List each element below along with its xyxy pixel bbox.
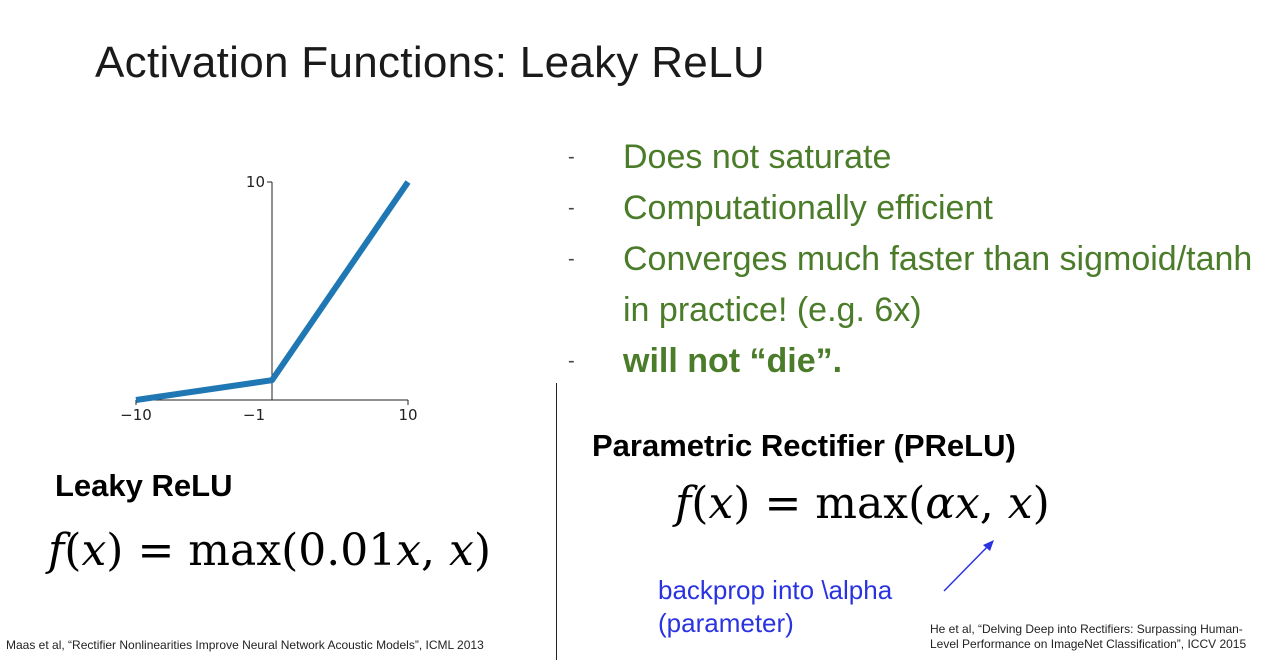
vertical-divider	[556, 383, 557, 660]
y-tick-label: −1	[243, 406, 265, 420]
leaky-relu-label: Leaky ReLU	[55, 468, 233, 503]
leaky-relu-curve	[135, 180, 411, 403]
bullet-dash: -	[568, 350, 575, 372]
bullet-text: will not “die”.	[623, 342, 843, 380]
formula-x: x	[396, 525, 422, 576]
alpha-pointer-arrow	[943, 540, 994, 592]
bullet-list: - Does not saturate - Computationally effi…	[568, 132, 1258, 387]
formula-sep: ,	[979, 478, 1008, 529]
formula-x: x	[81, 525, 107, 576]
bullet-item-3: - Converges much faster than sigmoid/tanh…	[568, 234, 1258, 336]
formula-f: f	[675, 478, 692, 529]
formula-x: x	[1007, 478, 1033, 529]
formula-end: )	[473, 525, 492, 576]
bullet-dash: -	[568, 146, 575, 168]
note-line-1: backprop into \alpha	[658, 575, 893, 605]
note-line-2: (parameter)	[658, 608, 794, 638]
formula-end: )	[1032, 478, 1050, 529]
x-tick-label: −10	[120, 406, 152, 420]
slide-title: Activation Functions: Leaky ReLU	[95, 38, 765, 87]
citation-right: He et al, “Delving Deep into Rectifiers:…	[930, 622, 1247, 651]
prelu-label: Parametric Rectifier (PReLU)	[592, 428, 1016, 463]
formula-x: x	[708, 478, 734, 529]
formula-mid: ) = max(	[733, 478, 926, 529]
bullet-text: Does not saturate	[623, 138, 892, 176]
formula-mid: ) = max(0.01	[106, 525, 397, 576]
bullet-item-1: - Does not saturate	[568, 132, 1258, 183]
bullet-text: Converges much faster than sigmoid/tanh …	[623, 240, 1253, 329]
leaky-relu-plot: −10 10 10 −1	[120, 173, 417, 420]
citation-left: Maas et al, “Rectifier Nonlinearities Im…	[6, 638, 484, 652]
bullet-dash: -	[568, 197, 575, 219]
prelu-formula: f(x) = max(αx, x)	[675, 478, 1050, 529]
bullet-item-4: - will not “die”.	[568, 336, 1258, 387]
formula-f: f	[48, 525, 65, 576]
bullet-text: Computationally efficient	[623, 189, 993, 227]
x-tick-label: 10	[398, 406, 417, 420]
backprop-note: backprop into \alpha (parameter)	[658, 574, 892, 640]
leaky-relu-formula: f(x) = max(0.01x, x)	[48, 525, 492, 576]
formula-alpha: αx	[925, 478, 980, 529]
formula-sep: ,	[421, 525, 450, 576]
y-tick-label: 10	[246, 173, 265, 191]
formula-x: x	[449, 525, 474, 576]
bullet-item-2: - Computationally efficient	[568, 183, 1258, 234]
bullet-dash: -	[568, 248, 575, 270]
